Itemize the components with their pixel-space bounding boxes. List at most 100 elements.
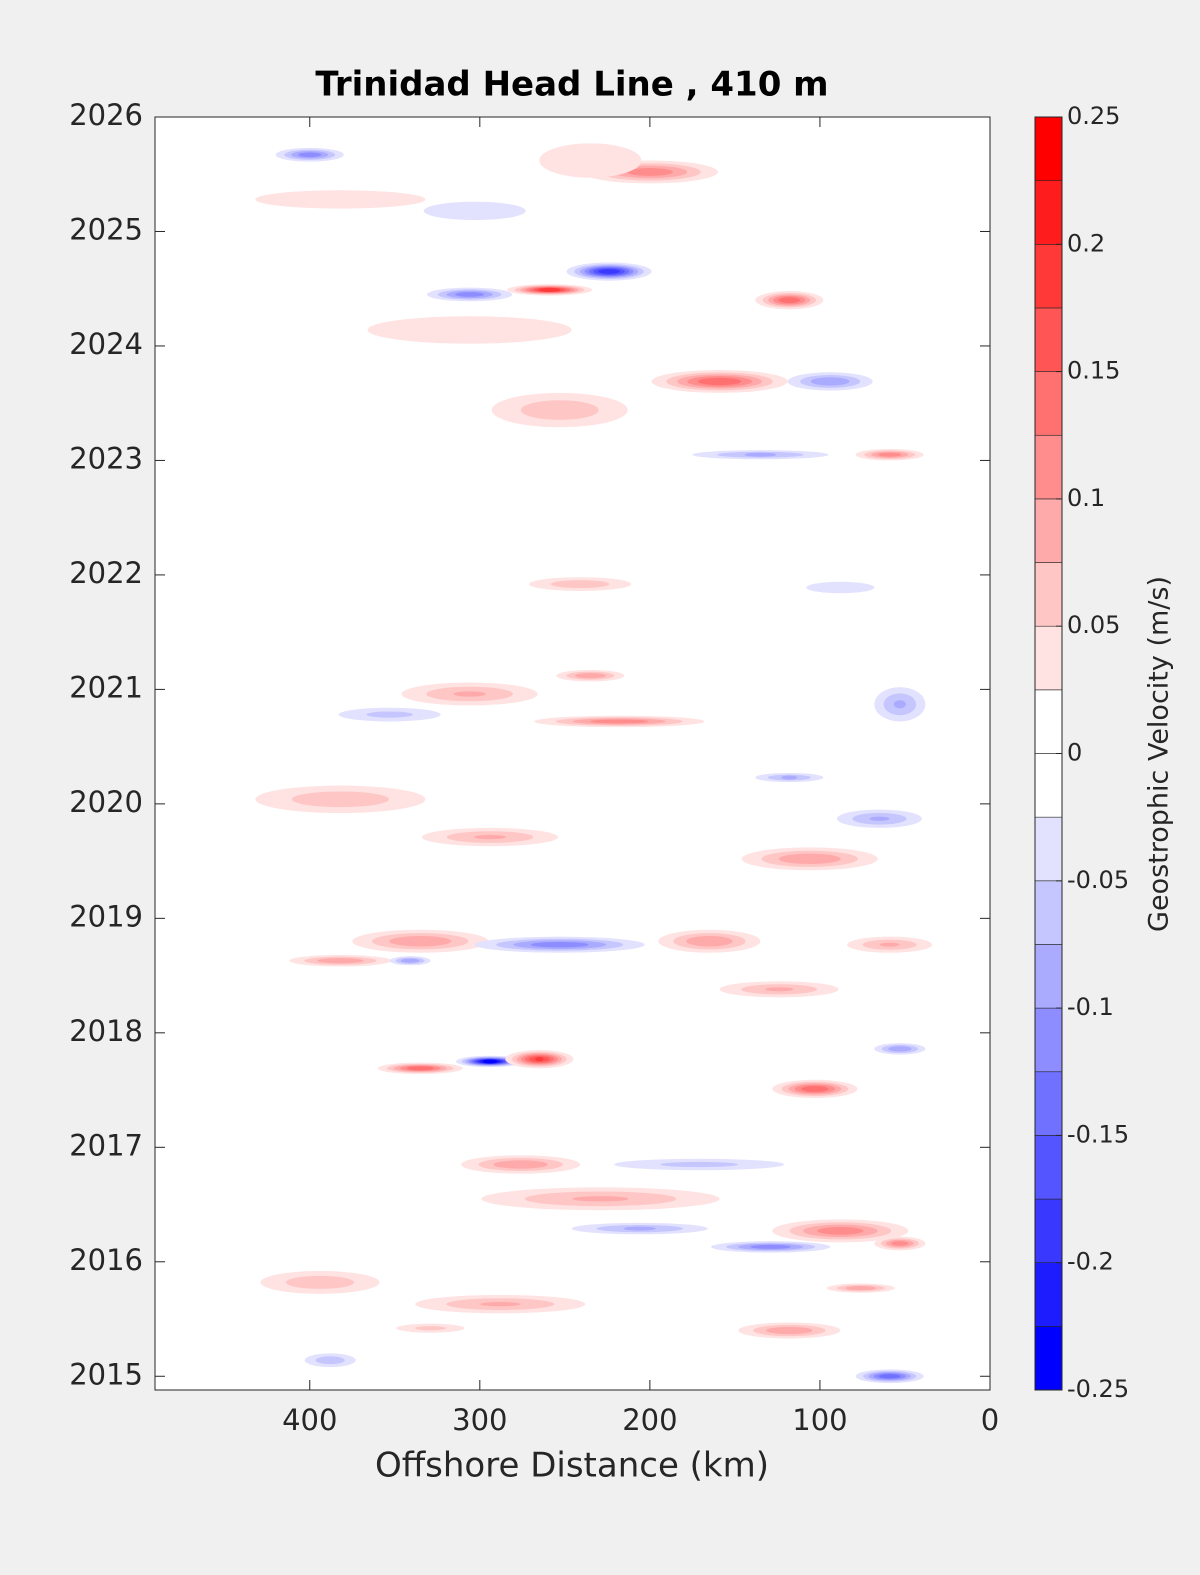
colorbar-tick-label: 0.05	[1067, 611, 1120, 639]
colorbar-band	[1034, 244, 1063, 309]
contour-level	[891, 1241, 909, 1246]
x-tick-label: 0	[981, 1403, 999, 1437]
colorbar-tick-label: 0.1	[1067, 484, 1105, 512]
contour-level	[626, 168, 674, 176]
y-tick-label: 2026	[69, 98, 143, 132]
contour-level	[285, 1275, 354, 1289]
contour-level	[423, 201, 526, 221]
contour-level	[744, 452, 777, 457]
contour-level	[574, 673, 606, 679]
contour-level	[845, 1286, 877, 1291]
colorbar-band	[1034, 1326, 1063, 1391]
colorbar-band	[1034, 944, 1063, 1009]
y-tick-label: 2016	[69, 1243, 143, 1277]
contour-level	[766, 1326, 813, 1335]
colorbar-band	[1034, 307, 1063, 372]
contour-field	[255, 143, 933, 1384]
contour-level	[750, 1244, 791, 1249]
contour-level	[806, 581, 875, 594]
contour-level	[660, 1161, 738, 1168]
contour-level	[255, 190, 426, 209]
y-tick-label: 2019	[69, 899, 143, 933]
y-tick-label: 2015	[69, 1357, 143, 1391]
contour-level	[572, 1196, 629, 1202]
contour-level	[406, 1066, 434, 1071]
contour-level	[781, 775, 798, 780]
contour-level	[879, 942, 900, 947]
contour-level	[367, 316, 572, 344]
contour-level	[810, 377, 850, 386]
y-tick-label: 2025	[69, 212, 143, 246]
colorbar-band	[1034, 880, 1063, 945]
contour-level	[530, 941, 589, 948]
chart-title: Trinidad Head Line , 410 m	[315, 65, 828, 105]
contour-level	[801, 1086, 829, 1092]
colorbar-band	[1034, 1198, 1063, 1264]
contour-level	[317, 958, 364, 964]
contour-level	[366, 711, 413, 718]
x-tick-label: 400	[282, 1403, 337, 1437]
contour-level	[888, 1046, 912, 1052]
colorbar-band	[1034, 1071, 1063, 1136]
contour-level	[778, 853, 841, 865]
contour-level	[480, 1301, 521, 1307]
colorbar-tick-label: -0.25	[1067, 1375, 1129, 1403]
x-tick-label: 100	[792, 1403, 847, 1437]
contour-level	[590, 719, 649, 724]
y-tick-label: 2018	[69, 1014, 143, 1048]
y-tick-label: 2021	[69, 670, 143, 704]
contour-level	[473, 834, 507, 840]
colorbar-band	[1034, 689, 1063, 754]
colorbar-band	[1034, 562, 1063, 627]
y-tick-label: 2017	[69, 1128, 143, 1162]
contour-level	[869, 816, 890, 821]
contour-level	[878, 452, 902, 457]
contour-level	[765, 987, 794, 992]
contour-level	[598, 269, 620, 274]
colorbar-band	[1034, 116, 1063, 181]
colorbar-band	[1034, 1262, 1063, 1327]
y-tick-label: 2020	[69, 785, 143, 819]
contour-level	[493, 1160, 548, 1169]
colorbar-band	[1034, 180, 1063, 245]
colorbar-band	[1034, 434, 1063, 500]
plot-area	[155, 117, 990, 1390]
contour-level	[520, 400, 599, 420]
contour-level	[778, 297, 801, 304]
contour-level	[389, 936, 452, 947]
colorbar-band	[1034, 371, 1063, 436]
colorbar-tick-label: -0.05	[1067, 866, 1129, 894]
colorbar-tick-label: 0	[1067, 739, 1082, 767]
contour-level	[298, 152, 322, 158]
colorbar-band	[1034, 498, 1063, 563]
colorbar-tick-label: 0.2	[1067, 229, 1105, 257]
colorbar-band	[1034, 1135, 1063, 1200]
contour-level	[315, 1356, 345, 1365]
colorbar-tick-label: -0.2	[1067, 1248, 1114, 1276]
colorbar-band	[1034, 625, 1063, 691]
y-tick-label: 2023	[69, 441, 143, 475]
contour-level	[893, 700, 906, 709]
colorbar-band	[1034, 816, 1063, 882]
colorbar-tick-label: 0.25	[1067, 102, 1120, 130]
colorbar-tick-label: -0.1	[1067, 993, 1114, 1021]
contour-level	[400, 958, 420, 963]
x-tick-label: 300	[452, 1403, 507, 1437]
contour-level	[414, 1326, 447, 1331]
contour-level	[453, 691, 486, 697]
y-tick-label: 2024	[69, 327, 143, 361]
x-axis-label: Offshore Distance (km)	[375, 1446, 769, 1486]
contour-level	[878, 1374, 901, 1379]
colorbar-label: Geostrophic Velocity (m/s)	[1144, 576, 1175, 932]
contour-level	[817, 1226, 864, 1235]
colorbar-tick-label: 0.15	[1067, 357, 1120, 385]
colorbar-band	[1034, 1007, 1063, 1073]
colorbar-band	[1034, 753, 1063, 818]
colorbar-tick-label: -0.15	[1067, 1120, 1129, 1148]
contour-level	[538, 287, 561, 292]
contour-level	[623, 1226, 656, 1231]
contour-level	[550, 580, 610, 588]
contour-level	[482, 1059, 498, 1064]
contour-level	[686, 936, 733, 947]
